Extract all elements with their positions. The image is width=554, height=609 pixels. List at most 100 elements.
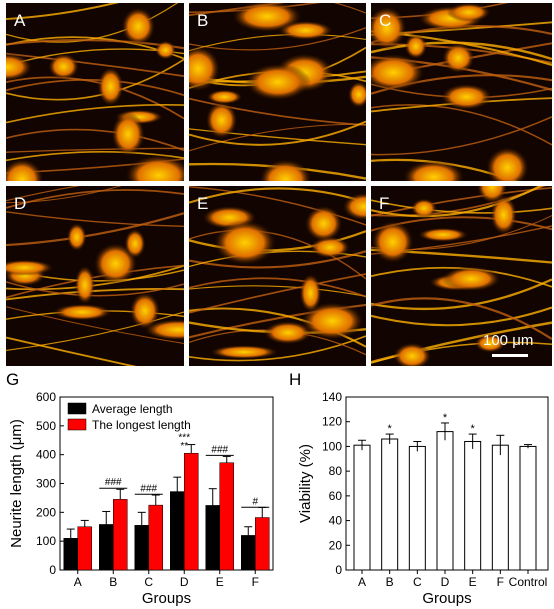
neurite-strand — [371, 158, 518, 181]
cell-cluster — [124, 228, 146, 259]
legend-swatch — [67, 418, 87, 431]
neurite-strand — [371, 341, 552, 364]
cell-cluster — [205, 101, 238, 139]
bar — [148, 504, 163, 571]
significance-marker: ### — [105, 477, 122, 488]
cell-cluster — [258, 158, 312, 181]
significance-marker: # — [252, 496, 258, 507]
micrograph-a: A — [6, 3, 184, 181]
cell-cluster — [440, 83, 493, 110]
cell-cluster — [74, 265, 96, 305]
bar — [491, 444, 509, 571]
cell-cluster — [97, 66, 124, 107]
cell-cluster — [143, 319, 184, 341]
cell-cluster — [6, 52, 33, 82]
viability-chart: 0 20 40 60 80 100 120 140 A B C D E F Control * * * Groups… — [297, 390, 549, 607]
y-axis-label: Neurite length (μm) — [8, 419, 25, 548]
neurite-strand — [6, 58, 184, 101]
neurite-strand — [6, 79, 184, 96]
neurite-strand — [189, 97, 366, 126]
cell-cluster — [206, 89, 243, 105]
y-tick-label: 0 — [49, 563, 56, 577]
y-tick-label: 100 — [322, 439, 342, 453]
cell-cluster — [392, 342, 432, 366]
cell-cluster — [347, 81, 366, 108]
bar — [519, 445, 537, 571]
cell-cluster — [410, 198, 438, 219]
micrograph-f: F — [371, 186, 552, 366]
y-tick-label: 0 — [335, 563, 342, 577]
cell-cluster — [244, 63, 311, 101]
y-tick-label: 600 — [36, 390, 56, 404]
y-tick-label: 300 — [36, 477, 56, 491]
cell-cluster — [474, 333, 506, 353]
y-tick-label: 20 — [329, 538, 343, 552]
significance-marker: ** — [180, 441, 188, 452]
significance-marker: * — [388, 423, 393, 435]
cell-cluster — [48, 53, 80, 80]
cell-cluster — [213, 219, 277, 266]
x-tick-label: C — [413, 575, 422, 589]
neurite-strand — [6, 52, 184, 77]
x-tick-label: F — [497, 575, 504, 589]
bar — [219, 462, 234, 571]
y-tick-label: 400 — [36, 448, 56, 462]
bar — [255, 517, 270, 571]
neurite-strand — [371, 297, 552, 340]
neurite-strand — [6, 211, 184, 228]
cell-cluster — [371, 220, 414, 264]
neurite-strand — [189, 250, 366, 269]
y-tick-label: 40 — [329, 514, 343, 528]
neurite-strand — [371, 116, 552, 156]
neurite-strand — [6, 104, 184, 124]
neurite-strand — [189, 3, 366, 14]
cell-cluster — [129, 292, 161, 330]
neurite-strand — [189, 335, 366, 362]
significance-marker: * — [471, 423, 476, 435]
cell-cluster — [154, 40, 177, 60]
cell-cluster — [121, 7, 156, 46]
micrograph-label: C — [379, 11, 392, 30]
cell-cluster — [402, 160, 465, 181]
neurite-strand — [189, 285, 366, 297]
neurite-strand — [189, 277, 366, 298]
cell-cluster — [66, 222, 87, 252]
x-tick-label: C — [144, 575, 153, 589]
neurite-strand — [371, 104, 552, 146]
neurite-strand — [189, 273, 366, 314]
cell-cluster — [6, 259, 55, 276]
neurite-strand — [6, 186, 81, 202]
neurite-strand — [189, 229, 366, 280]
neurite-strand — [189, 123, 366, 152]
cell-cluster — [209, 345, 279, 360]
neurite-strand — [6, 212, 184, 247]
neurite-strand — [6, 336, 137, 366]
cell-cluster — [309, 236, 351, 259]
x-tick-label: A — [74, 575, 82, 589]
neurite-strand — [6, 311, 184, 351]
micrograph-label: D — [14, 194, 27, 213]
cell-cluster — [93, 242, 138, 285]
bar — [170, 491, 185, 571]
bar — [381, 438, 399, 571]
neurite-strand — [189, 230, 366, 252]
y-tick-label: 140 — [322, 390, 342, 404]
neurite-strand — [6, 264, 184, 299]
micrograph-label: E — [197, 194, 209, 213]
x-tick-label: D — [180, 575, 189, 589]
x-tick-label: B — [386, 575, 394, 589]
neurite-strand — [189, 33, 366, 52]
neurite-strand — [6, 128, 184, 152]
neurite-strand — [6, 3, 120, 21]
cell-cluster — [442, 42, 475, 74]
cell-cluster — [263, 320, 313, 345]
scale-bar-label: 100 μm — [483, 332, 534, 349]
bar — [134, 525, 149, 571]
y-tick-label: 80 — [329, 464, 343, 478]
y-tick-label: 120 — [322, 415, 342, 429]
cell-cluster — [189, 45, 221, 92]
cell-cluster — [342, 192, 366, 221]
cell-cluster — [299, 273, 322, 313]
cell-cluster — [304, 205, 343, 242]
micrograph-c: C — [371, 3, 552, 181]
